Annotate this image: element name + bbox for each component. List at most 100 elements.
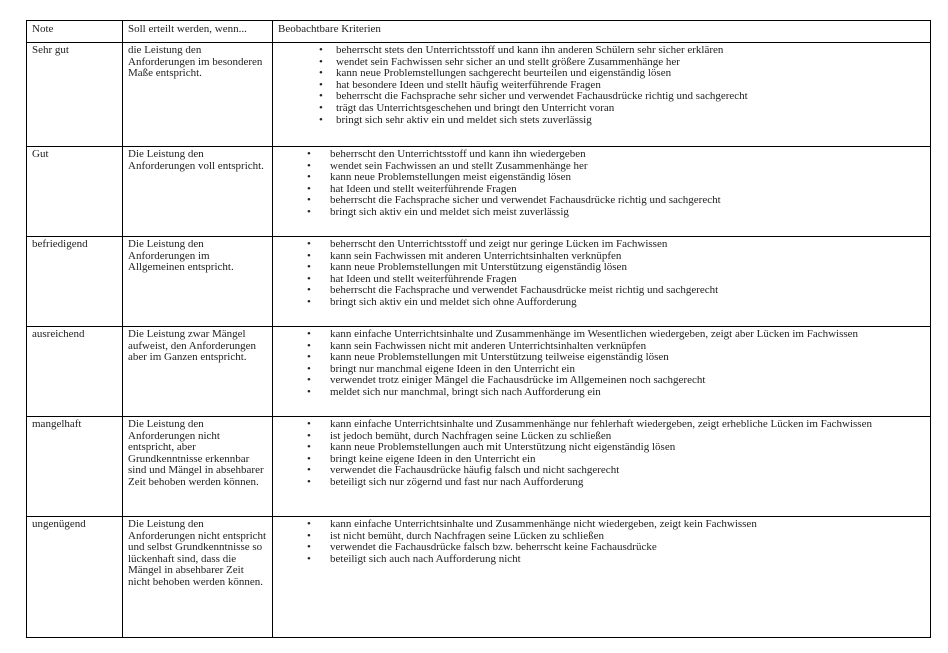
criteria-text: kann sein Fachwissen mit anderen Unterri… [330, 249, 622, 262]
criteria-text: meldet sich nur manchmal, bringt sich na… [330, 385, 601, 398]
criteria-text: kann einfache Unterrichtsinhalte und Zus… [330, 518, 757, 530]
criteria-text: beherrscht die Fachsprache sehr sicher u… [336, 90, 748, 103]
criteria-item: • beherrscht die Fachsprache sehr sicher … [278, 91, 926, 103]
bullet-icon: • [307, 385, 311, 398]
bullet-icon: • [307, 441, 311, 454]
criteria-text: bringt sich aktiv ein und meldet sich me… [330, 205, 569, 218]
bullet-icon: • [307, 205, 311, 218]
bullet-icon: • [307, 148, 311, 160]
criteria-text: kann neue Problemstellungen sachgerecht … [336, 67, 672, 80]
criteria-item: • verwendet die Fachausdrücke falsch bzw.… [278, 541, 926, 554]
criteria-text: bringt sich aktiv ein und meldet sich oh… [330, 295, 577, 308]
grade-row: mangelhaft Die Leistung den Anforderungen… [26, 416, 931, 517]
criteria-cell: • kann einfache Unterrichtsinhalte und Zu… [272, 416, 931, 517]
bullet-icon: • [307, 295, 311, 308]
bullet-icon: • [319, 113, 323, 126]
grade-cell: Sehr gut [26, 42, 123, 147]
bullet-icon: • [319, 55, 323, 68]
grade-row: ausreichend Die Leistung zwar Mängel aufw… [26, 326, 931, 417]
criteria-text: hat Ideen und stellt weiterführende Frag… [330, 182, 517, 195]
criteria-text: beherrscht den Unterrichtsstoff und zeig… [330, 238, 668, 250]
criteria-text: kann sein Fachwissen nicht mit anderen U… [330, 339, 647, 352]
criteria-item: • verwendet trotz einiger Mängel die Fach… [278, 375, 926, 387]
criteria-item: • meldet sich nur manchmal, bringt sich n… [278, 385, 926, 399]
grade-cell: ungenügend [26, 516, 123, 638]
criteria-text: bringt nur manchmal eigene Ideen in den … [330, 362, 575, 375]
condition-cell: Die Leistung den Anforderungen im Allgem… [122, 236, 273, 327]
criteria-cell: • beherrscht den Unterrichtsstoff und zei… [272, 236, 931, 327]
criteria-item: • beherrscht die Fachsprache und verwende… [278, 285, 926, 297]
criteria-item: • trägt das Unterrichtsgeschehen und brin… [278, 101, 926, 115]
criteria-cell: • kann einfache Unterrichtsinhalte und Zu… [272, 326, 931, 417]
bullet-icon: • [307, 429, 311, 442]
criteria-text: beteiligt sich nur zögernd und fast nur … [330, 475, 584, 488]
criteria-item: • wendet sein Fachwissen an und stellt Zu… [278, 159, 926, 173]
grade-cell: befriedigend [26, 236, 123, 327]
criteria-text: beherrscht den Unterrichtsstoff und kann… [330, 148, 586, 160]
criteria-item: • ist nicht bemüht, durch Nachfragen sein… [278, 530, 926, 543]
criteria-text: verwendet trotz einiger Mängel die Facha… [330, 374, 706, 387]
criteria-item: • ist jedoch bemüht, durch Nachfragen sei… [278, 429, 926, 443]
criteria-text: bringt keine eigene Ideen in den Unterri… [330, 452, 536, 465]
bullet-icon: • [307, 374, 311, 387]
bullet-icon: • [319, 90, 323, 103]
criteria-text: hat Ideen und stellt weiterführende Frag… [330, 272, 517, 285]
criteria-item: • hat Ideen und stellt weiterführende Fra… [278, 182, 926, 196]
bullet-icon: • [307, 182, 311, 195]
criteria-item: • beherrscht den Unterrichtsstoff und kan… [278, 148, 926, 161]
criteria-text: beherrscht die Fachsprache und verwendet… [330, 284, 719, 297]
criteria-list: • beherrscht den Unterrichtsstoff und kan… [278, 148, 926, 219]
criteria-text: wendet sein Fachwissen an und stellt Zus… [330, 159, 588, 172]
criteria-text: kann einfache Unterrichtsinhalte und Zus… [330, 328, 859, 340]
criteria-text: verwendet die Fachausdrücke häufig falsc… [330, 464, 620, 477]
bullet-icon: • [307, 272, 311, 285]
bullet-icon: • [307, 171, 311, 184]
bullet-icon: • [307, 159, 311, 172]
criteria-item: • bringt keine eigene Ideen in den Unterr… [278, 452, 926, 466]
criteria-item: • kann neue Problemstellungen mit Unterst… [278, 261, 926, 274]
bullet-icon: • [307, 249, 311, 262]
criteria-item: • bringt sich aktiv ein und meldet sich o… [278, 295, 926, 309]
criteria-item: • verwendet die Fachausdrücke häufig fals… [278, 465, 926, 477]
criteria-text: beherrscht stets den Unterrichtsstoff un… [336, 44, 724, 56]
criteria-item: • bringt nur manchmal eigene Ideen in den… [278, 362, 926, 376]
criteria-text: kann einfache Unterrichtsinhalte und Zus… [330, 418, 872, 430]
bullet-icon: • [319, 67, 323, 80]
bullet-icon: • [319, 101, 323, 114]
criteria-text: beteiligt sich auch nach Aufforderung ni… [330, 552, 521, 565]
header-condition: Soll erteilt werden, wenn... [122, 20, 273, 43]
criteria-item: • kann einfache Unterrichtsinhalte und Zu… [278, 328, 926, 341]
criteria-cell: • beherrscht stets den Unterrichtsstoff u… [272, 42, 931, 147]
criteria-item: • kann neue Problemstellungen meist eigen… [278, 171, 926, 184]
bullet-icon: • [307, 351, 311, 364]
bullet-icon: • [307, 284, 311, 297]
criteria-text: wendet sein Fachwissen sehr sicher an un… [336, 55, 680, 68]
criteria-item: • kann einfache Unterrichtsinhalte und Zu… [278, 418, 926, 431]
criteria-item: • beherrscht die Fachsprache sicher und v… [278, 195, 926, 207]
condition-cell: Die Leistung den Anforderungen nicht ent… [122, 416, 273, 517]
criteria-item: • beherrscht stets den Unterrichtsstoff u… [278, 44, 926, 57]
criteria-item: • kann sein Fachwissen mit anderen Unterr… [278, 249, 926, 263]
condition-cell: Die Leistung den Anforderungen nicht ent… [122, 516, 273, 638]
bullet-icon: • [307, 541, 311, 554]
criteria-text: ist jedoch bemüht, durch Nachfragen sein… [330, 429, 612, 442]
header-note: Note [26, 20, 123, 43]
criteria-item: • hat Ideen und stellt weiterführende Fra… [278, 272, 926, 286]
grade-cell: ausreichend [26, 326, 123, 417]
bullet-icon: • [307, 328, 311, 340]
condition-cell: Die Leistung den Anforderungen voll ents… [122, 146, 273, 237]
grading-table: Note Soll erteilt werden, wenn... Beobac… [26, 20, 931, 638]
criteria-list: • kann einfache Unterrichtsinhalte und Zu… [278, 418, 926, 489]
criteria-item: • bringt sich sehr aktiv ein und meldet s… [278, 113, 926, 127]
criteria-item: • kann sein Fachwissen nicht mit anderen … [278, 339, 926, 353]
grade-cell: Gut [26, 146, 123, 237]
bullet-icon: • [307, 238, 311, 250]
header-criteria: Beobachtbare Kriterien [272, 20, 931, 43]
criteria-text: kann neue Problemstellungen mit Unterstü… [330, 351, 669, 364]
bullet-icon: • [307, 194, 311, 207]
bullet-icon: • [307, 464, 311, 477]
bullet-icon: • [307, 418, 311, 430]
criteria-item: • wendet sein Fachwissen sehr sicher an u… [278, 55, 926, 69]
criteria-item: • kann neue Problemstellungen mit Unterst… [278, 351, 926, 364]
criteria-text: kann neue Problemstellungen meist eigens… [330, 171, 572, 184]
